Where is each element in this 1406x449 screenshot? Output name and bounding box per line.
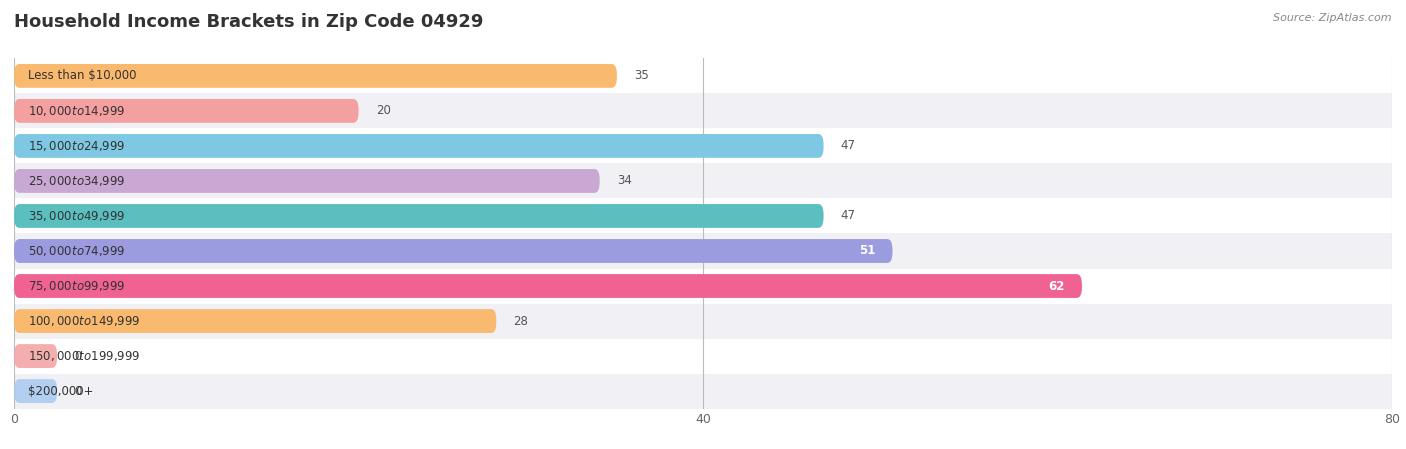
Text: 62: 62 <box>1049 280 1064 292</box>
Text: Source: ZipAtlas.com: Source: ZipAtlas.com <box>1274 13 1392 23</box>
FancyBboxPatch shape <box>14 134 824 158</box>
Text: $50,000 to $74,999: $50,000 to $74,999 <box>28 244 125 258</box>
Bar <box>14 269 1392 304</box>
Bar <box>14 233 1392 269</box>
Text: $75,000 to $99,999: $75,000 to $99,999 <box>28 279 125 293</box>
FancyBboxPatch shape <box>14 169 599 193</box>
Text: 47: 47 <box>841 210 856 222</box>
Text: $15,000 to $24,999: $15,000 to $24,999 <box>28 139 125 153</box>
Text: 35: 35 <box>634 70 648 82</box>
Text: Less than $10,000: Less than $10,000 <box>28 70 136 82</box>
FancyBboxPatch shape <box>14 274 1083 298</box>
Bar <box>14 304 1392 339</box>
Text: $10,000 to $14,999: $10,000 to $14,999 <box>28 104 125 118</box>
FancyBboxPatch shape <box>14 344 58 368</box>
Text: $35,000 to $49,999: $35,000 to $49,999 <box>28 209 125 223</box>
Text: 20: 20 <box>375 105 391 117</box>
FancyBboxPatch shape <box>14 64 617 88</box>
FancyBboxPatch shape <box>14 99 359 123</box>
Text: 0: 0 <box>75 385 82 397</box>
Text: 28: 28 <box>513 315 529 327</box>
Text: 0: 0 <box>75 350 82 362</box>
Text: Household Income Brackets in Zip Code 04929: Household Income Brackets in Zip Code 04… <box>14 13 484 31</box>
Bar <box>14 374 1392 409</box>
Bar <box>14 339 1392 374</box>
Text: 51: 51 <box>859 245 875 257</box>
FancyBboxPatch shape <box>14 309 496 333</box>
Text: 47: 47 <box>841 140 856 152</box>
Text: $200,000+: $200,000+ <box>28 385 93 397</box>
Bar <box>14 58 1392 93</box>
Bar <box>14 128 1392 163</box>
Bar <box>14 198 1392 233</box>
Text: $25,000 to $34,999: $25,000 to $34,999 <box>28 174 125 188</box>
FancyBboxPatch shape <box>14 204 824 228</box>
Text: $100,000 to $149,999: $100,000 to $149,999 <box>28 314 141 328</box>
Bar <box>14 93 1392 128</box>
Text: 34: 34 <box>617 175 631 187</box>
FancyBboxPatch shape <box>14 239 893 263</box>
FancyBboxPatch shape <box>14 379 58 403</box>
Text: $150,000 to $199,999: $150,000 to $199,999 <box>28 349 141 363</box>
Bar <box>14 163 1392 198</box>
